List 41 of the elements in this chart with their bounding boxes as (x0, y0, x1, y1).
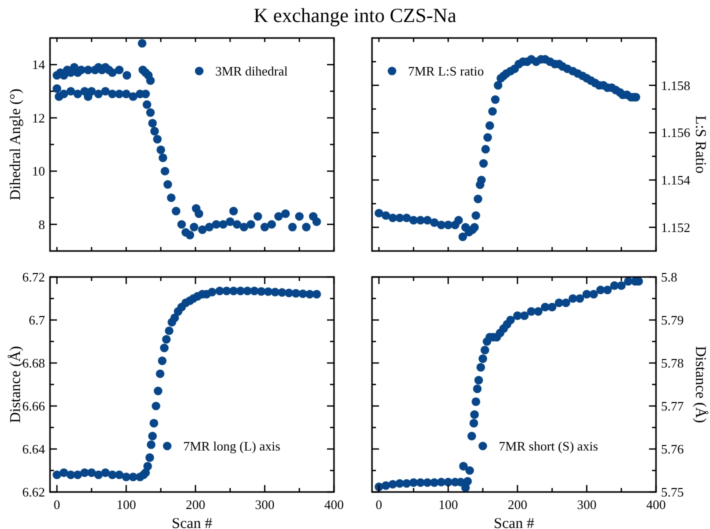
x-tick-label: 0 (54, 497, 60, 512)
y2-tick-label: 5.8 (661, 270, 678, 284)
y-tick-label: 6.72 (22, 270, 45, 284)
legend-label: 3MR dihedral (215, 64, 288, 78)
x-tick-label: 0 (376, 497, 382, 512)
x-tick-label: 100 (116, 497, 136, 512)
y-tick-label: 12 (32, 110, 45, 126)
y2-tick-label: 1.156 (661, 125, 691, 140)
y-tick-label: 14 (32, 57, 46, 72)
y2-tick-label: 1.158 (661, 78, 690, 93)
y2-axis-title: L:S Ratio (692, 116, 708, 174)
legend-label: 7MR L:S ratio (408, 64, 484, 78)
y-axis-title: Distance (Å) (7, 346, 24, 424)
y2-tick-label: 5.77 (661, 398, 684, 414)
x-axis-title: Scan # (494, 516, 535, 529)
y2-tick-label: 5.75 (661, 484, 684, 500)
x-tick-label: 100 (438, 497, 458, 512)
x-tick-label: 300 (576, 497, 596, 512)
y2-tick-label: 1.152 (661, 220, 690, 235)
y-tick-label: 10 (32, 164, 45, 179)
x-tick-label: 400 (324, 497, 344, 512)
y2-tick-label: 5.78 (661, 356, 684, 370)
chart-title: K exchange into CZS-Na (254, 5, 456, 27)
legend-label: 7MR short (S) axis (498, 438, 598, 454)
x-axis-title: Scan # (172, 516, 213, 529)
y2-axis-title: Distance (Å) (692, 346, 709, 424)
y-tick-label: 6.68 (22, 356, 45, 370)
y2-tick-label: 1.154 (661, 172, 691, 188)
legend-label: 7MR long (L) axis (183, 438, 280, 454)
y2-tick-label: 5.79 (661, 312, 684, 328)
y2-tick-label: 5.76 (661, 442, 684, 456)
x-tick-label: 300 (254, 497, 274, 512)
y-axis-title: Dihedral Angle (°) (8, 88, 24, 200)
x-tick-label: 200 (508, 497, 528, 512)
x-tick-label: 400 (646, 497, 666, 512)
y-tick-label: 6.66 (22, 398, 46, 414)
y-tick-label: 6.62 (22, 484, 45, 500)
y-tick-label: 6.64 (22, 442, 46, 456)
y-tick-label: 8 (38, 216, 45, 232)
y-tick-label: 6.7 (28, 312, 46, 328)
x-tick-label: 200 (186, 497, 206, 512)
